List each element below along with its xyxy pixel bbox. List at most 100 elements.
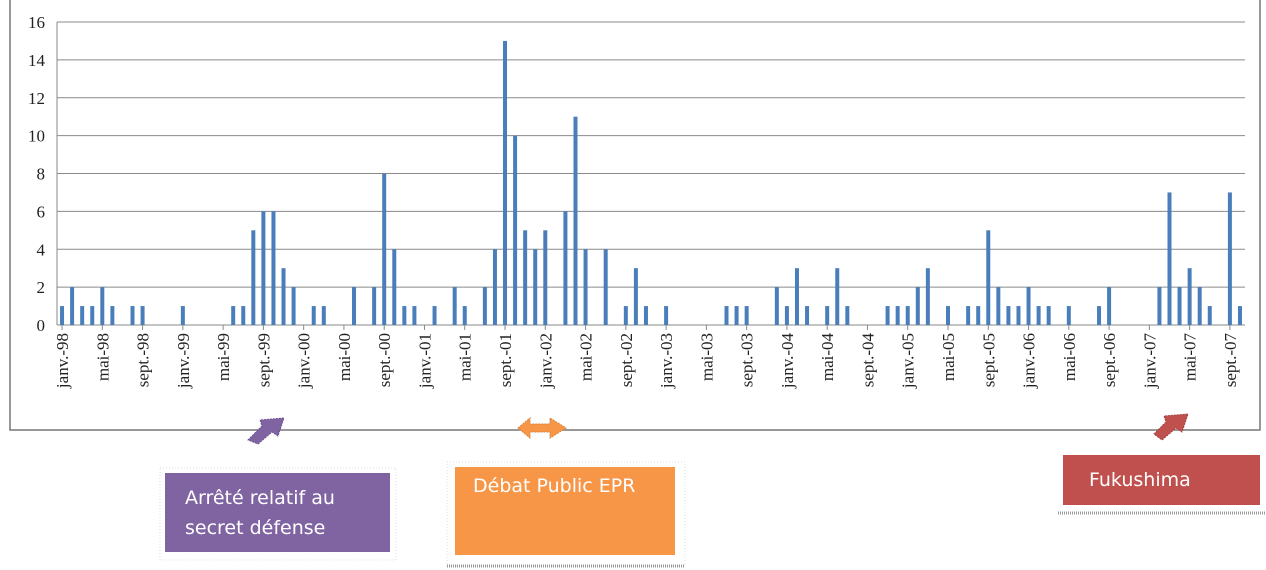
bar <box>513 135 518 325</box>
bar <box>825 306 830 325</box>
bar <box>140 306 145 325</box>
bar <box>1016 306 1021 325</box>
bar <box>261 211 266 325</box>
bar <box>583 249 588 325</box>
bar <box>523 230 528 325</box>
x-tick-label: mai-03 <box>697 333 716 381</box>
bar <box>533 249 538 325</box>
bar <box>90 306 95 325</box>
x-tick-label: mai-06 <box>1060 333 1079 381</box>
bar <box>835 268 840 325</box>
bar <box>311 306 316 325</box>
x-tick-label: sept.-07 <box>1221 333 1240 388</box>
bar <box>251 230 256 325</box>
bar <box>1237 306 1242 325</box>
x-tick-label: janv.-02 <box>536 333 555 389</box>
x-tick-label: janv.-00 <box>295 333 314 389</box>
bar <box>392 249 397 325</box>
bar <box>573 116 578 325</box>
x-tick-label: sept.-03 <box>738 333 757 387</box>
chart-frame <box>9 0 1261 431</box>
bar <box>976 306 981 325</box>
bar <box>110 306 115 325</box>
x-tick-label: janv.-06 <box>1020 333 1039 389</box>
bar <box>503 40 508 325</box>
x-tick-label: sept.-04 <box>858 333 877 388</box>
bar <box>885 306 890 325</box>
x-tick-label: mai-99 <box>214 333 233 381</box>
bar <box>1177 287 1182 325</box>
bar <box>784 306 789 325</box>
bar <box>321 306 326 325</box>
bar <box>352 287 356 325</box>
orange-arrow <box>517 416 567 440</box>
y-tick-label: 16 <box>28 13 45 32</box>
bar <box>281 268 286 325</box>
bar <box>1097 306 1102 325</box>
x-tick-label: sept.-01 <box>496 333 515 387</box>
bar <box>382 173 387 325</box>
bar <box>402 306 407 325</box>
bar <box>724 306 729 325</box>
annotation: Débat Public EPR <box>455 467 675 555</box>
x-tick-label: sept.-02 <box>617 333 636 387</box>
x-tick-label: mai-07 <box>1181 333 1200 382</box>
bar <box>905 306 910 325</box>
bar <box>1006 306 1011 325</box>
bar <box>633 268 638 325</box>
bar <box>432 306 437 325</box>
bar <box>1207 306 1212 325</box>
annotation: Arrêté relatif au secret défense <box>165 473 390 552</box>
x-tick-label: janv.-98 <box>53 333 72 389</box>
y-tick-label: 8 <box>37 165 46 184</box>
bar <box>241 306 246 325</box>
bar <box>1036 306 1041 325</box>
bar <box>1187 268 1192 325</box>
x-tick-label: sept.-05 <box>979 333 998 387</box>
bar <box>372 287 377 325</box>
bar <box>452 287 457 325</box>
bar <box>482 287 487 325</box>
bar <box>130 306 135 325</box>
bar <box>1197 287 1202 325</box>
x-tick-label: mai-04 <box>818 333 837 382</box>
bar <box>60 306 65 325</box>
bar <box>986 230 991 325</box>
bar <box>734 306 739 325</box>
bar <box>805 306 810 325</box>
bar <box>925 268 930 325</box>
annotation: Fukushima <box>1063 455 1260 505</box>
bar <box>1157 287 1162 325</box>
bar <box>462 306 467 325</box>
bar <box>1066 306 1071 325</box>
bar <box>412 306 417 325</box>
x-tick-label: janv.-03 <box>657 333 676 389</box>
bar <box>996 287 1001 325</box>
bar <box>563 211 568 325</box>
y-tick-label: 0 <box>37 316 46 335</box>
bar <box>1026 287 1031 325</box>
bar <box>966 306 971 325</box>
x-tick-label: sept.-06 <box>1100 333 1119 387</box>
bar <box>271 211 276 325</box>
bar <box>794 268 799 325</box>
bar <box>492 249 497 325</box>
x-tick-label: janv.-07 <box>1140 333 1159 390</box>
arrow <box>247 413 1189 445</box>
x-tick-label: sept.-99 <box>254 333 273 387</box>
bar <box>915 287 920 325</box>
y-tick-label: 10 <box>28 127 45 146</box>
x-tick-label: mai-01 <box>456 333 475 381</box>
x-tick-label: mai-00 <box>335 333 354 381</box>
x-tick-label: janv.-99 <box>174 333 193 389</box>
red-arrow <box>1153 413 1189 441</box>
bar <box>603 249 608 325</box>
bar <box>744 306 749 325</box>
bar <box>895 306 900 325</box>
bar <box>664 306 669 325</box>
y-tick-label: 12 <box>28 89 45 108</box>
x-tick-label: janv.-04 <box>778 333 797 390</box>
x-tick-label: mai-05 <box>939 333 958 381</box>
